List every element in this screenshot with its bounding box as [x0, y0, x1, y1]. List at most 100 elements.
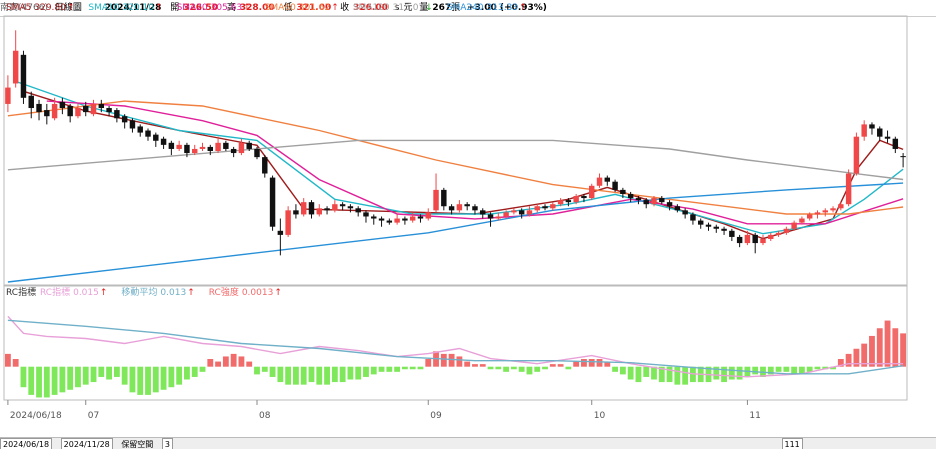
label: 量	[419, 3, 429, 13]
legend-value: 305.63	[211, 3, 243, 13]
legend-value: 313.33	[487, 3, 519, 13]
candle-body	[783, 228, 790, 233]
histogram-bar	[588, 359, 595, 367]
candle-body	[262, 157, 268, 174]
indicator-line	[7, 319, 904, 375]
candle-body	[565, 200, 572, 203]
candle-body	[518, 210, 525, 215]
histogram-bar	[168, 366, 175, 388]
candle-body	[215, 142, 221, 151]
candle-body	[441, 189, 447, 207]
histogram-bar	[837, 359, 844, 367]
candle-body	[199, 146, 206, 149]
histogram-bar	[674, 366, 681, 385]
histogram-bar	[666, 366, 673, 383]
candle-body	[160, 138, 167, 145]
reserve[interactable]: 3	[161, 438, 173, 449]
candle-body	[752, 234, 758, 244]
start-date[interactable]: 2024/06/18	[0, 438, 53, 449]
candle-body	[51, 103, 58, 119]
candle-body	[121, 116, 128, 123]
candle-body	[581, 196, 587, 199]
histogram-bar	[495, 366, 502, 370]
x-tick-label: 08	[259, 411, 271, 421]
histogram-bar	[876, 328, 883, 367]
candle-body	[884, 136, 891, 139]
histogram-bar	[526, 366, 533, 375]
histogram-bar	[324, 366, 330, 385]
histogram-bar	[191, 366, 198, 377]
histogram-bar	[573, 361, 580, 367]
candle-body	[44, 110, 50, 117]
candle-body	[371, 216, 377, 219]
candle-body	[806, 214, 813, 219]
histogram-bar	[316, 366, 323, 385]
histogram-bar	[246, 361, 253, 367]
histogram-bar	[269, 366, 276, 377]
candle-body	[168, 142, 175, 149]
candle-body	[293, 210, 299, 215]
legend-trend: ↑	[274, 288, 282, 298]
candle-body	[347, 206, 354, 209]
candle-body	[106, 108, 112, 113]
histogram-bar	[20, 366, 27, 388]
x-tick-label: 11	[749, 411, 760, 421]
histogram-bar	[728, 366, 735, 380]
candle-body	[666, 202, 673, 207]
candle-body	[620, 189, 626, 194]
histogram-bar	[129, 366, 136, 393]
histogram-bar	[67, 366, 74, 390]
candle-body	[12, 50, 19, 84]
histogram-bar	[417, 366, 424, 370]
legend-trend: ↑	[155, 3, 163, 13]
indicator-title: RC指標	[6, 286, 36, 298]
candle-body	[300, 202, 307, 215]
histogram-bar	[184, 366, 190, 380]
candle-body	[223, 142, 229, 149]
candle-body	[573, 196, 579, 203]
end-date[interactable]: 2024/11/28	[60, 438, 113, 449]
histogram-bar	[635, 366, 642, 383]
histogram-bar	[596, 359, 603, 367]
histogram-bar	[261, 366, 268, 372]
histogram-bar	[176, 366, 183, 385]
candle-body	[659, 198, 665, 203]
high: 328.00	[239, 3, 275, 13]
candle-body	[869, 124, 875, 129]
candle-body	[324, 208, 330, 211]
candle-body	[814, 212, 821, 215]
candle-body	[542, 206, 548, 209]
candle-body	[285, 210, 291, 235]
histogram-bar	[472, 364, 478, 367]
histogram-bar	[199, 366, 206, 372]
x-tick-label: 2024/06/18	[10, 411, 62, 421]
candle-body	[269, 177, 276, 227]
candle-body	[425, 212, 431, 219]
histogram-bar	[565, 366, 572, 370]
candle-body	[5, 87, 11, 104]
candle-body	[137, 126, 143, 133]
candle-body	[534, 206, 540, 211]
legend-name: SMA20	[177, 3, 208, 13]
page[interactable]: 111	[781, 438, 803, 449]
candle-body	[355, 208, 361, 213]
candle-body	[511, 210, 517, 213]
histogram-bar	[830, 366, 836, 370]
legend-name: RC指標	[40, 286, 70, 298]
legend-name: 移動平均	[121, 286, 157, 298]
histogram-bar	[884, 320, 891, 367]
x-tick-label: 10	[594, 411, 606, 421]
histogram-bar	[619, 366, 626, 375]
histogram-bar	[557, 364, 564, 367]
view: 日線圖	[54, 3, 82, 13]
candle-body	[861, 124, 867, 137]
candle-body	[67, 105, 73, 117]
candle-body	[363, 212, 369, 217]
histogram-bar	[900, 333, 907, 367]
histogram-bar	[658, 366, 665, 383]
histogram-bar	[28, 366, 35, 395]
histogram-bar	[401, 366, 408, 370]
label: 開	[170, 3, 180, 13]
histogram-bar	[549, 364, 556, 367]
histogram-bar	[853, 348, 860, 367]
